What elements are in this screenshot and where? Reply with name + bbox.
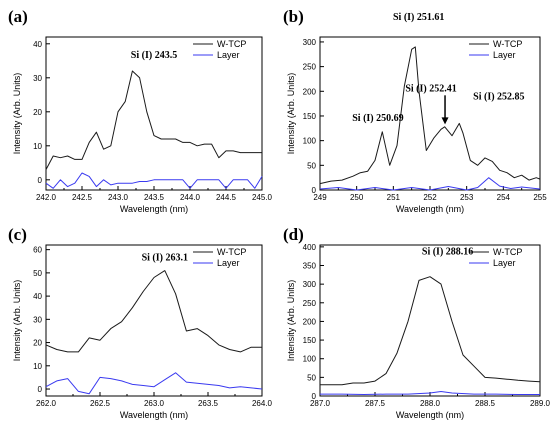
x-tick-label: 243.5: [144, 193, 165, 202]
series-line-w-tcp: [45, 270, 262, 353]
panel-label: (c): [8, 225, 27, 244]
y-tick-label: 400: [303, 243, 317, 252]
y-tick-label: 50: [307, 373, 316, 382]
panel-label: (b): [283, 7, 304, 26]
legend-label: W-TCP: [217, 39, 246, 49]
y-tick-label: 10: [33, 142, 42, 151]
x-tick-label: 252: [423, 193, 437, 202]
peak-annotation: Si (I) 252.41: [405, 83, 456, 94]
y-axis-label: Intensity (Arb. Units): [286, 73, 296, 155]
x-tick-label: 288.0: [420, 399, 441, 408]
y-tick-label: 150: [303, 112, 317, 121]
x-tick-label: 242.0: [36, 193, 57, 202]
x-tick-label: 288.5: [475, 399, 496, 408]
x-tick-label: 254: [497, 193, 511, 202]
legend-label: Layer: [217, 258, 240, 268]
x-tick-label: 287.0: [310, 399, 331, 408]
x-axis-label: Wavelength (nm): [396, 410, 464, 420]
series-line-w-tcp: [320, 276, 541, 386]
x-tick-label: 287.5: [365, 399, 386, 408]
x-tick-label: 263.5: [198, 399, 219, 408]
y-tick-label: 20: [33, 339, 42, 348]
x-tick-label: 243.0: [108, 193, 129, 202]
y-tick-label: 150: [303, 336, 317, 345]
y-tick-label: 0: [38, 385, 43, 394]
panel-label: (d): [283, 225, 304, 244]
y-tick-label: 100: [303, 355, 317, 364]
x-tick-label: 255: [533, 193, 547, 202]
series-line-w-tcp: [319, 46, 541, 185]
y-axis-label: Intensity (Arb. Units): [12, 73, 22, 155]
peak-annotation: Si (I) 288.16: [422, 247, 473, 258]
x-tick-label: 250: [350, 193, 364, 202]
y-tick-label: 200: [303, 87, 317, 96]
series-line-layer: [320, 391, 540, 395]
y-tick-label: 250: [303, 299, 317, 308]
x-axis-label: Wavelength (nm): [120, 204, 188, 214]
y-tick-label: 200: [303, 317, 317, 326]
peak-annotation: Si (I) 243.5: [131, 50, 177, 61]
y-tick-label: 300: [303, 280, 317, 289]
y-tick-label: 50: [33, 269, 42, 278]
peak-annotation: Si (I) 252.85: [473, 91, 524, 102]
y-tick-label: 60: [33, 246, 42, 255]
x-axis-label: Wavelength (nm): [120, 410, 188, 420]
y-tick-label: 30: [33, 74, 42, 83]
chart-panel: (d) 287.0 287.5 288.0 288.5 289.0 0 50 100 150 200…: [283, 225, 550, 420]
x-tick-label: 242.5: [72, 193, 93, 202]
chart-panel: (a) 242.0 242.5 243.0 243.5 244.0 244.5 245.0 0 1…: [8, 7, 273, 214]
legend-label: W-TCP: [493, 39, 522, 49]
x-axis-label: Wavelength (nm): [396, 204, 464, 214]
x-tick-label: 262.0: [36, 399, 57, 408]
x-tick-label: 264.0: [252, 399, 273, 408]
arrow-head-icon: [441, 117, 449, 125]
y-tick-label: 0: [38, 176, 43, 185]
y-tick-label: 50: [307, 161, 316, 170]
x-tick-label: 245.0: [252, 193, 273, 202]
chart-panel: (c) 262.0 262.5 263.0 263.5 264.0 0 10 20 30 40 50 6…: [8, 225, 273, 420]
y-axis-label: Intensity (Arb. Units): [12, 280, 22, 362]
peak-annotation: Si (I) 250.69: [352, 113, 403, 124]
y-tick-label: 100: [303, 137, 317, 146]
panel-label: (a): [8, 7, 28, 26]
y-tick-label: 40: [33, 292, 42, 301]
y-tick-label: 0: [312, 186, 317, 195]
y-tick-label: 350: [303, 262, 317, 271]
legend-label: Layer: [493, 258, 516, 268]
peak-annotation: Si (I) 251.61: [393, 12, 444, 23]
x-tick-label: 262.5: [90, 399, 111, 408]
series-line-layer: [45, 172, 263, 189]
x-tick-label: 289.0: [530, 399, 550, 408]
y-tick-label: 250: [303, 63, 317, 72]
y-tick-label: 300: [303, 38, 317, 47]
legend-label: W-TCP: [217, 247, 246, 257]
series-line-w-tcp: [45, 70, 262, 170]
peak-annotation: Si (I) 263.1: [142, 253, 188, 264]
y-tick-label: 40: [33, 40, 42, 49]
legend-label: Layer: [493, 50, 516, 60]
x-tick-label: 249: [313, 193, 327, 202]
y-axis-label: Intensity (Arb. Units): [286, 280, 296, 362]
x-tick-label: 244.5: [216, 193, 237, 202]
x-tick-label: 244.0: [180, 193, 201, 202]
legend-label: Layer: [217, 50, 240, 60]
y-tick-label: 30: [33, 315, 42, 324]
x-tick-label: 263.0: [144, 399, 165, 408]
series-line-layer: [45, 372, 263, 395]
y-tick-label: 10: [33, 362, 42, 371]
y-tick-label: 0: [312, 392, 317, 401]
x-tick-label: 251: [387, 193, 401, 202]
x-tick-label: 253: [460, 193, 474, 202]
chart-panel: (b) 249 250 251 252 253 254 255 0 50 100 150 200 250 3…: [283, 7, 547, 214]
legend-label: W-TCP: [493, 247, 522, 257]
series-line-layer: [319, 177, 541, 191]
y-tick-label: 20: [33, 108, 42, 117]
